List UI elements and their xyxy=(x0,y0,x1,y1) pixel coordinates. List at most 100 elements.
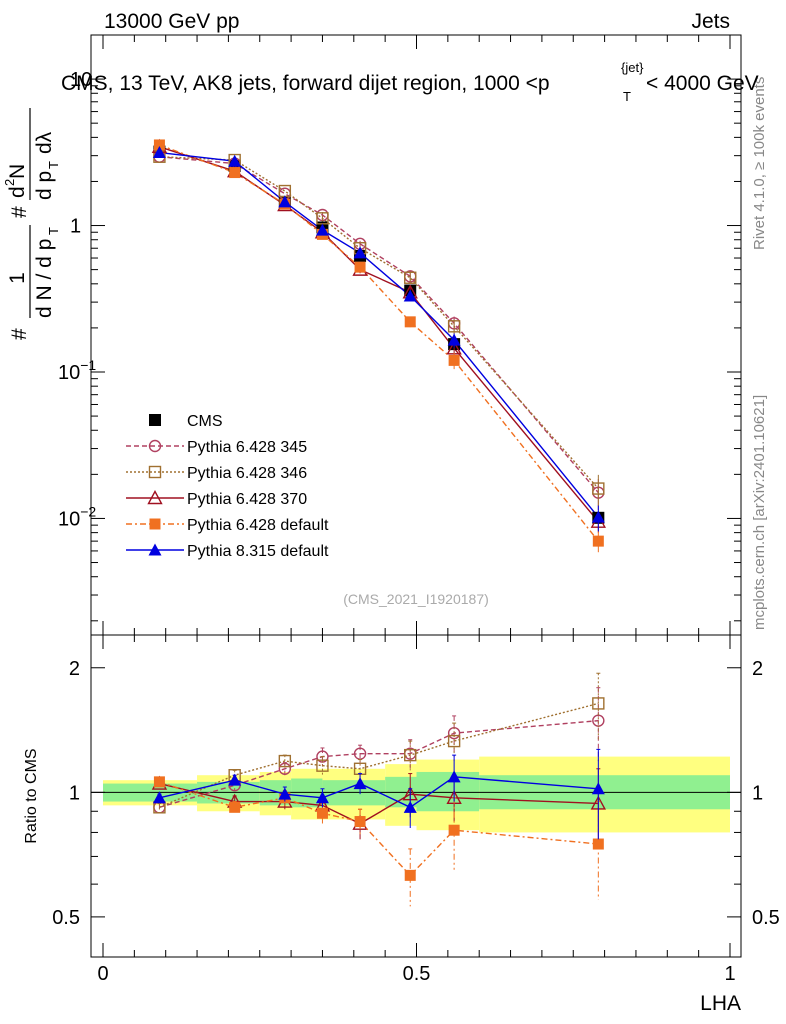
x-tick-label: 0 xyxy=(97,963,108,985)
data-point xyxy=(353,246,367,259)
legend-marker xyxy=(148,465,162,479)
ratio-point xyxy=(353,777,367,790)
title-pre: CMS, 13 TeV, AK8 jets, forward dijet reg… xyxy=(61,72,550,95)
legend-label: Pythia 8.315 default xyxy=(187,543,329,560)
x-tick-label: 0.5 xyxy=(403,963,431,985)
ratio-point xyxy=(229,801,241,813)
ratio-line xyxy=(159,776,599,809)
ratio-point xyxy=(448,824,460,836)
ratio-point xyxy=(278,787,292,800)
legend-label: CMS xyxy=(187,413,223,430)
ratio-y-label: Ratio to CMS xyxy=(23,748,40,843)
x-tick-label: 1 xyxy=(724,963,735,985)
y-tick-label: 1 xyxy=(70,216,81,238)
data-point xyxy=(228,154,242,167)
ylabel-hash-1: # xyxy=(8,328,31,340)
ratio-point xyxy=(228,773,242,786)
ylabel-den-sub: T xyxy=(46,227,61,235)
ratio-point xyxy=(592,838,604,850)
data-point xyxy=(447,333,461,346)
series-line xyxy=(159,156,599,494)
legend-label: Pythia 6.428 default xyxy=(187,517,329,534)
title-sub: T xyxy=(623,89,631,104)
data-point xyxy=(354,261,366,273)
legend-marker xyxy=(148,543,162,556)
ylabel-num2: N xyxy=(6,164,29,179)
data-point xyxy=(592,482,605,495)
main-series-lines xyxy=(159,144,599,542)
ratio-point xyxy=(278,754,292,768)
ratio-point xyxy=(592,697,605,710)
data-point xyxy=(229,167,241,179)
plot-title: CMS, 13 TeV, AK8 jets, forward dijet reg… xyxy=(61,60,759,104)
ratio-series xyxy=(151,672,607,907)
ratio-y-tick-label: 2 xyxy=(69,658,80,680)
ratio-panel: 0.5 0.5 1 1 2 2 0 0.5 1 Ratio to CMS xyxy=(23,634,780,985)
ratio-y-tick-label: 1 xyxy=(69,782,80,804)
ratio-point xyxy=(404,748,417,762)
legend-marker xyxy=(149,518,161,530)
ratio-point xyxy=(591,782,605,795)
data-point xyxy=(315,223,329,236)
rivet-label: Rivet 4.1.0, ≥ 100k events xyxy=(751,77,768,250)
legend-label: Pythia 6.428 370 xyxy=(187,491,307,508)
legend: CMS Pythia 6.428 345 Pythia 6.428 346 Pythi… xyxy=(126,413,329,560)
legend-label: Pythia 6.428 345 xyxy=(187,439,307,456)
mcplots-label: mcplots.cern.ch [arXiv:2401.10621] xyxy=(751,395,768,630)
data-point xyxy=(153,139,165,151)
ratio-line xyxy=(159,719,599,808)
main-ticks: 10−2 10−1 1 10 xyxy=(58,34,741,635)
data-point xyxy=(591,510,605,523)
legend-label: Pythia 6.428 346 xyxy=(187,465,307,482)
header-left: 13000 GeV pp xyxy=(104,10,239,33)
ratio-line xyxy=(159,781,599,877)
title-post: < 4000 GeV xyxy=(646,72,759,95)
ylabel-one: 1 xyxy=(6,272,29,284)
ratio-point xyxy=(404,869,416,881)
ratio-y-tick-label-right: 1 xyxy=(752,782,763,804)
data-point xyxy=(403,289,417,302)
ylabel-num: d xyxy=(6,186,29,198)
ratio-point xyxy=(316,807,328,819)
y-tick-label: 10−2 xyxy=(58,503,96,530)
ratio-point xyxy=(354,816,366,828)
data-point xyxy=(592,535,604,547)
legend-marker xyxy=(147,490,163,505)
y-tick-label: 10 xyxy=(70,69,92,91)
data-point xyxy=(404,316,416,328)
ratio-point xyxy=(152,791,166,804)
data-point xyxy=(278,195,292,208)
ratio-line xyxy=(159,782,599,825)
ratio-y-tick-label-right: 2 xyxy=(752,658,763,680)
analysis-id: (CMS_2021_I1920187) xyxy=(343,591,489,607)
legend-marker xyxy=(149,414,161,426)
data-point xyxy=(404,271,417,284)
ylabel-hash-2: # xyxy=(8,206,31,218)
ratio-point xyxy=(315,791,329,804)
svg-text:CMS, 13 TeV, AK8 jets, forward: CMS, 13 TeV, AK8 jets, forward dijet reg… xyxy=(61,72,550,95)
title-sup: {jet} xyxy=(621,60,644,75)
ylabel-den2-tail: dλ xyxy=(33,131,56,154)
ylabel-num-sup: 2 xyxy=(2,179,17,186)
x-axis-label: LHA xyxy=(700,992,741,1015)
ratio-y-tick-label: 0.5 xyxy=(52,907,80,929)
data-point xyxy=(152,146,166,159)
ratio-point xyxy=(447,734,461,748)
legend-marker xyxy=(148,439,162,453)
y-tick-label: 10−1 xyxy=(58,357,96,384)
ratio-point xyxy=(403,800,417,813)
main-panel: 10−2 10−1 1 10 CMS, 13 TeV, AK8 jets, forwa… xyxy=(58,34,759,636)
series-line xyxy=(159,156,599,490)
ratio-point xyxy=(447,770,461,783)
ratio-point xyxy=(316,759,329,772)
ylabel-den2-sub: T xyxy=(46,161,61,169)
header-right: Jets xyxy=(691,10,730,33)
ratio-point xyxy=(153,776,165,788)
data-point xyxy=(448,354,460,366)
data-point xyxy=(447,320,461,333)
main-series-markers xyxy=(151,138,607,553)
ylabel-den2: d p xyxy=(33,171,56,200)
ratio-ticks: 0.5 0.5 1 1 2 2 0 0.5 1 xyxy=(52,635,780,985)
y-axis-label: # 1 d N / d p T # d 2 N d p T dλ xyxy=(2,108,61,340)
